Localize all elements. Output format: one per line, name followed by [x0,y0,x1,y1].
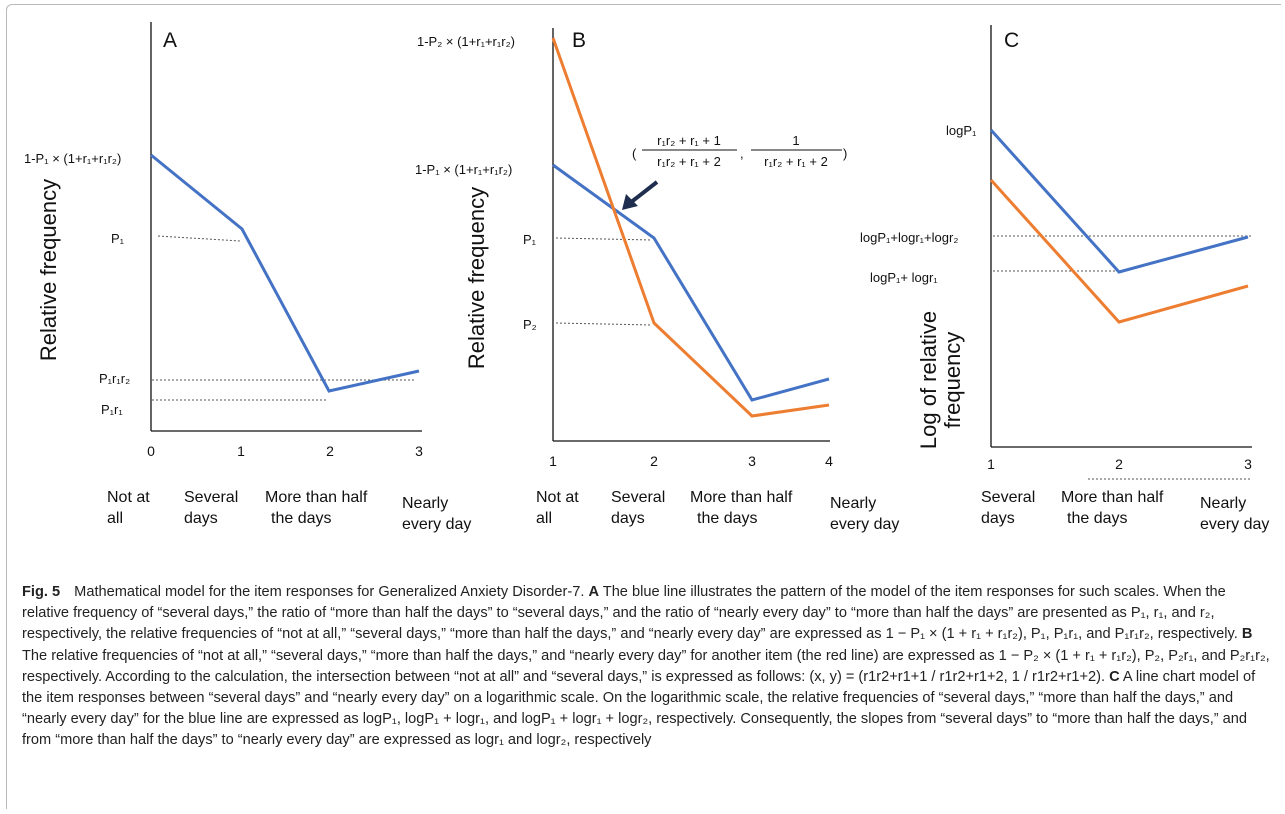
panel-b-arrow-head [622,194,638,210]
panel-a-cat-1: Several days [184,489,238,527]
panel-b-ylabel: Relative frequency [464,187,489,369]
panel-b-cat-0-line: Not at [536,489,579,506]
panel-a-ylabel: Relative frequency [36,179,61,361]
caption-c-text: A line chart model of the item responses… [22,668,1256,749]
formula-comma: , [740,146,744,161]
panel-a-cat-3-line: every day [402,516,471,533]
formula-x-denominator: r₁r₂ + r₁ + 2 [657,154,721,169]
panel-c-red-line [989,178,1249,324]
panel-a-cat-0-line: all [107,510,123,527]
panel-c-cat-2: Nearly every day [1200,495,1269,533]
panel-c-cat-1-line: More than half [1061,489,1164,506]
panel-a-cat-3-line: Nearly [402,495,448,512]
panel-c-letter: C [1004,29,1019,52]
panel-c-cat-2-line: Nearly [1200,495,1246,512]
panel-c-cat-0: Several days [981,489,1035,527]
panel-a-tick-2: 2 [326,443,334,459]
caption-lead: Mathematical model for the item response… [74,584,585,600]
panel-a-top-label: 1-P₁ × (1+r₁+r₁r₂) [24,151,121,166]
panel-a-letter: A [163,29,177,52]
panel-b-tick-3: 3 [748,453,756,469]
caption-fig-label: Fig. 5 [22,584,61,600]
panel-c-upper-label: logP₁+logr₁+logr₂ [860,230,958,245]
formula-paren-close: ) [843,146,847,161]
panel-c-ylabel-line1: Log of relative [916,311,941,449]
panel-b-red-line [551,37,830,418]
panel-a-cat-2-line: the days [271,510,331,527]
panel-b: B Relative frequency 1-P₂ × (1+r₁+r₁r₂) … [415,28,899,533]
panel-b-tick-2: 2 [650,453,658,469]
panel-b-cat-3-line: every day [830,516,899,533]
panel-a-cat-3: Nearly every day [402,495,471,533]
formula-y-numerator: 1 [792,133,799,148]
panel-c-tick-3: 3 [1244,456,1252,472]
panel-b-cat-1-line: days [611,510,645,527]
panel-c-cat-1: More than half the days [1061,489,1164,527]
panel-a-cat-2: More than half the days [265,489,368,527]
panel-a-blue-line [150,153,420,393]
panel-a-p1r1-label: P₁r₁ [101,402,123,417]
caption-a-text: The blue line illustrates the pattern of… [22,584,1238,643]
panel-b-p2-label: P₂ [523,317,537,332]
panel-a-cat-0-line: Not at [107,489,150,506]
panel-b-arrow-shaft [628,180,659,205]
panel-b-cat-0: Not at all [536,489,579,527]
panel-c-cat-1-line: the days [1067,510,1127,527]
panel-c-cat-2-line: every day [1200,516,1269,533]
panel-a-cat-0: Not at all [107,489,150,527]
caption-b-label: B [1241,626,1253,643]
panel-b-cat-0-line: all [536,510,552,527]
panel-c: C Log of relative frequency logP₁ logP₁+… [860,25,1269,533]
panel-c-tick-2: 2 [1115,456,1123,472]
panel-a-cat-2-line: More than half [265,489,368,506]
panel-b-top-red-label: 1-P₂ × (1+r₁+r₁r₂) [417,34,515,49]
figure-graphic: A Relative frequency 1-P₁ × (1+r₁+r₁r₂) … [24,22,1269,533]
panel-a-p1-label: P₁ [111,231,125,246]
panel-a-cat-1-line: Several [184,489,238,506]
panel-a-cat-1-line: days [184,510,218,527]
panel-b-p1-label: P₁ [523,232,537,247]
panel-c-blue-line [989,128,1249,274]
panel-a-p1-guide [157,235,241,242]
panel-b-cat-3: Nearly every day [830,495,899,533]
panel-c-cat-0-line: days [981,510,1015,527]
panel-c-lower-label: logP₁+ logr₁ [870,270,938,285]
panel-b-tick-1: 1 [549,453,557,469]
panel-b-top-blue-label: 1-P₁ × (1+r₁+r₁r₂) [415,162,512,177]
panel-b-letter: B [572,29,586,52]
panel-a-p1r1r2-label: P₁r₁r₂ [99,371,130,386]
panel-c-ylabel-line2: frequency [940,332,965,429]
figure-frame [6,4,1281,809]
formula-paren-open: ( [632,146,637,161]
panel-b-cat-2-line: the days [697,510,757,527]
panel-b-p1-guide [555,237,653,241]
panel-b-tick-4: 4 [825,453,833,469]
formula-y-denominator: r₁r₂ + r₁ + 2 [764,154,828,169]
panel-c-tick-1: 1 [987,456,995,472]
panel-a-tick-0: 0 [147,443,155,459]
formula-x-numerator: r₁r₂ + r₁ + 1 [657,133,721,148]
panel-b-p2-guide [555,322,653,326]
figure-caption: Fig. 5 Mathematical model for the item r… [22,582,1272,752]
panel-a: A Relative frequency 1-P₁ × (1+r₁+r₁r₂) … [24,22,471,533]
panel-b-cat-2-line: More than half [690,489,793,506]
panel-c-cat-0-line: Several [981,489,1035,506]
panel-c-top-label: logP₁ [946,123,977,138]
caption-c-label: C [1109,668,1120,685]
panel-b-intersection-formula: ( r₁r₂ + r₁ + 1 r₁r₂ + r₁ + 2 , 1 r₁r₂ +… [632,133,847,169]
panel-b-cat-1: Several days [611,489,665,527]
caption-b-text: The relative frequencies of “not at all,… [22,647,1270,685]
panel-b-cat-1-line: Several [611,489,665,506]
caption-a-label: A [588,584,599,600]
panel-b-cat-2: More than half the days [690,489,793,527]
panel-b-cat-3-line: Nearly [830,495,876,512]
panel-a-tick-3: 3 [415,443,423,459]
panel-b-blue-line [552,163,830,402]
panel-a-tick-1: 1 [237,443,245,459]
